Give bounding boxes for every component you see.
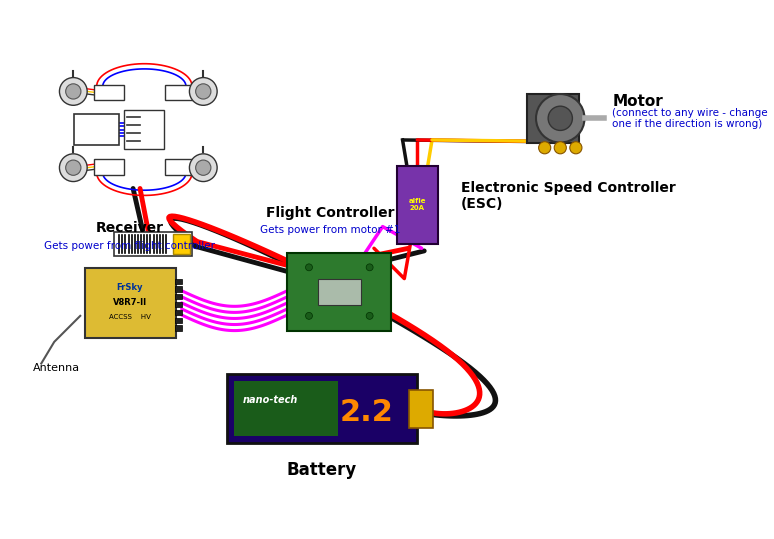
Circle shape — [539, 142, 551, 154]
Circle shape — [196, 160, 211, 175]
Bar — [114, 232, 192, 256]
Text: Motor: Motor — [612, 94, 663, 109]
Circle shape — [570, 142, 582, 154]
Circle shape — [60, 154, 87, 182]
Text: V8R7-II: V8R7-II — [112, 299, 147, 307]
Circle shape — [366, 264, 373, 271]
Bar — [234, 381, 338, 436]
Bar — [396, 166, 438, 244]
Circle shape — [554, 142, 567, 154]
Circle shape — [536, 94, 584, 142]
Bar — [165, 159, 194, 175]
Text: 2.2: 2.2 — [339, 398, 393, 426]
Circle shape — [306, 264, 313, 271]
Text: Gets power from flight controller: Gets power from flight controller — [44, 241, 215, 251]
Text: ACCSS    HV: ACCSS HV — [108, 314, 151, 320]
Text: (connect to any wire - change
one if the direction is wrong): (connect to any wire - change one if the… — [612, 108, 768, 129]
Circle shape — [190, 154, 217, 182]
Text: Receiver: Receiver — [96, 222, 163, 236]
Circle shape — [66, 160, 81, 175]
Bar — [94, 85, 124, 100]
Text: Antenna: Antenna — [33, 363, 80, 373]
Text: nano-tech: nano-tech — [242, 395, 298, 405]
Bar — [227, 374, 417, 443]
Text: Electronic Speed Controller
(ESC): Electronic Speed Controller (ESC) — [461, 181, 676, 211]
Bar — [175, 326, 182, 330]
Bar — [317, 279, 361, 305]
Text: Flight Controller: Flight Controller — [266, 206, 395, 220]
Circle shape — [190, 78, 217, 105]
Circle shape — [66, 84, 81, 99]
Bar — [125, 110, 164, 149]
Bar — [527, 94, 579, 142]
Bar — [74, 114, 119, 145]
Circle shape — [60, 78, 87, 105]
Bar — [84, 268, 176, 337]
Bar — [165, 85, 194, 100]
Bar — [287, 253, 392, 330]
Circle shape — [306, 313, 313, 319]
Bar — [175, 310, 182, 315]
Text: Gets power from motor #1: Gets power from motor #1 — [260, 225, 401, 236]
Bar — [409, 390, 433, 427]
Bar — [175, 317, 182, 323]
Bar — [94, 159, 124, 175]
Bar — [175, 294, 182, 299]
Bar — [175, 279, 182, 284]
Text: alfie
20A: alfie 20A — [409, 198, 426, 211]
Circle shape — [366, 313, 373, 319]
Text: FrSky: FrSky — [116, 283, 143, 292]
Bar — [173, 233, 190, 254]
Text: Battery: Battery — [287, 460, 357, 479]
Bar — [175, 302, 182, 307]
Circle shape — [548, 106, 573, 130]
Bar — [175, 286, 182, 292]
Circle shape — [196, 84, 211, 99]
